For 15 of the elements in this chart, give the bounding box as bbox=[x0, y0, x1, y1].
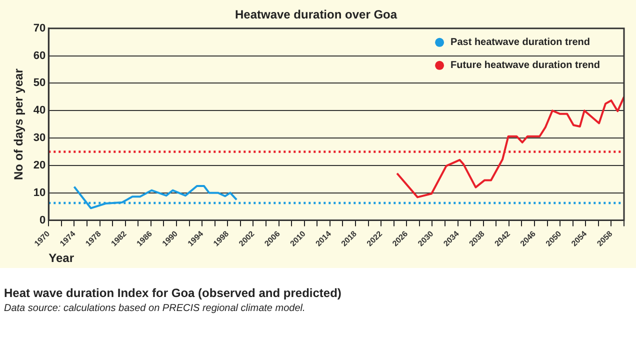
source-note: Data source: calculations based on PRECIS regional climate model. bbox=[4, 302, 306, 316]
y-tick-label: 70 bbox=[33, 22, 46, 34]
y-tick-label: 50 bbox=[33, 77, 46, 90]
legend-label: Past heatwave duration trend bbox=[450, 37, 590, 48]
y-tick-label: 20 bbox=[33, 159, 46, 172]
legend-label: Future heatwave duration trend bbox=[450, 60, 600, 72]
x-axis-title: Year bbox=[48, 251, 74, 266]
y-tick-label: 10 bbox=[33, 186, 46, 199]
y-axis-title: No of days per year bbox=[12, 68, 26, 180]
y-tick-label: 60 bbox=[33, 50, 46, 62]
text: Heat wave duration Index for Goa (observed and predicted) bbox=[4, 286, 342, 301]
chart-title: Heatwave duration over Goa bbox=[234, 8, 398, 22]
y-tick-label: 40 bbox=[33, 104, 46, 117]
y-tick-label: 0 bbox=[40, 214, 46, 226]
y-tick-label: 30 bbox=[33, 132, 46, 144]
